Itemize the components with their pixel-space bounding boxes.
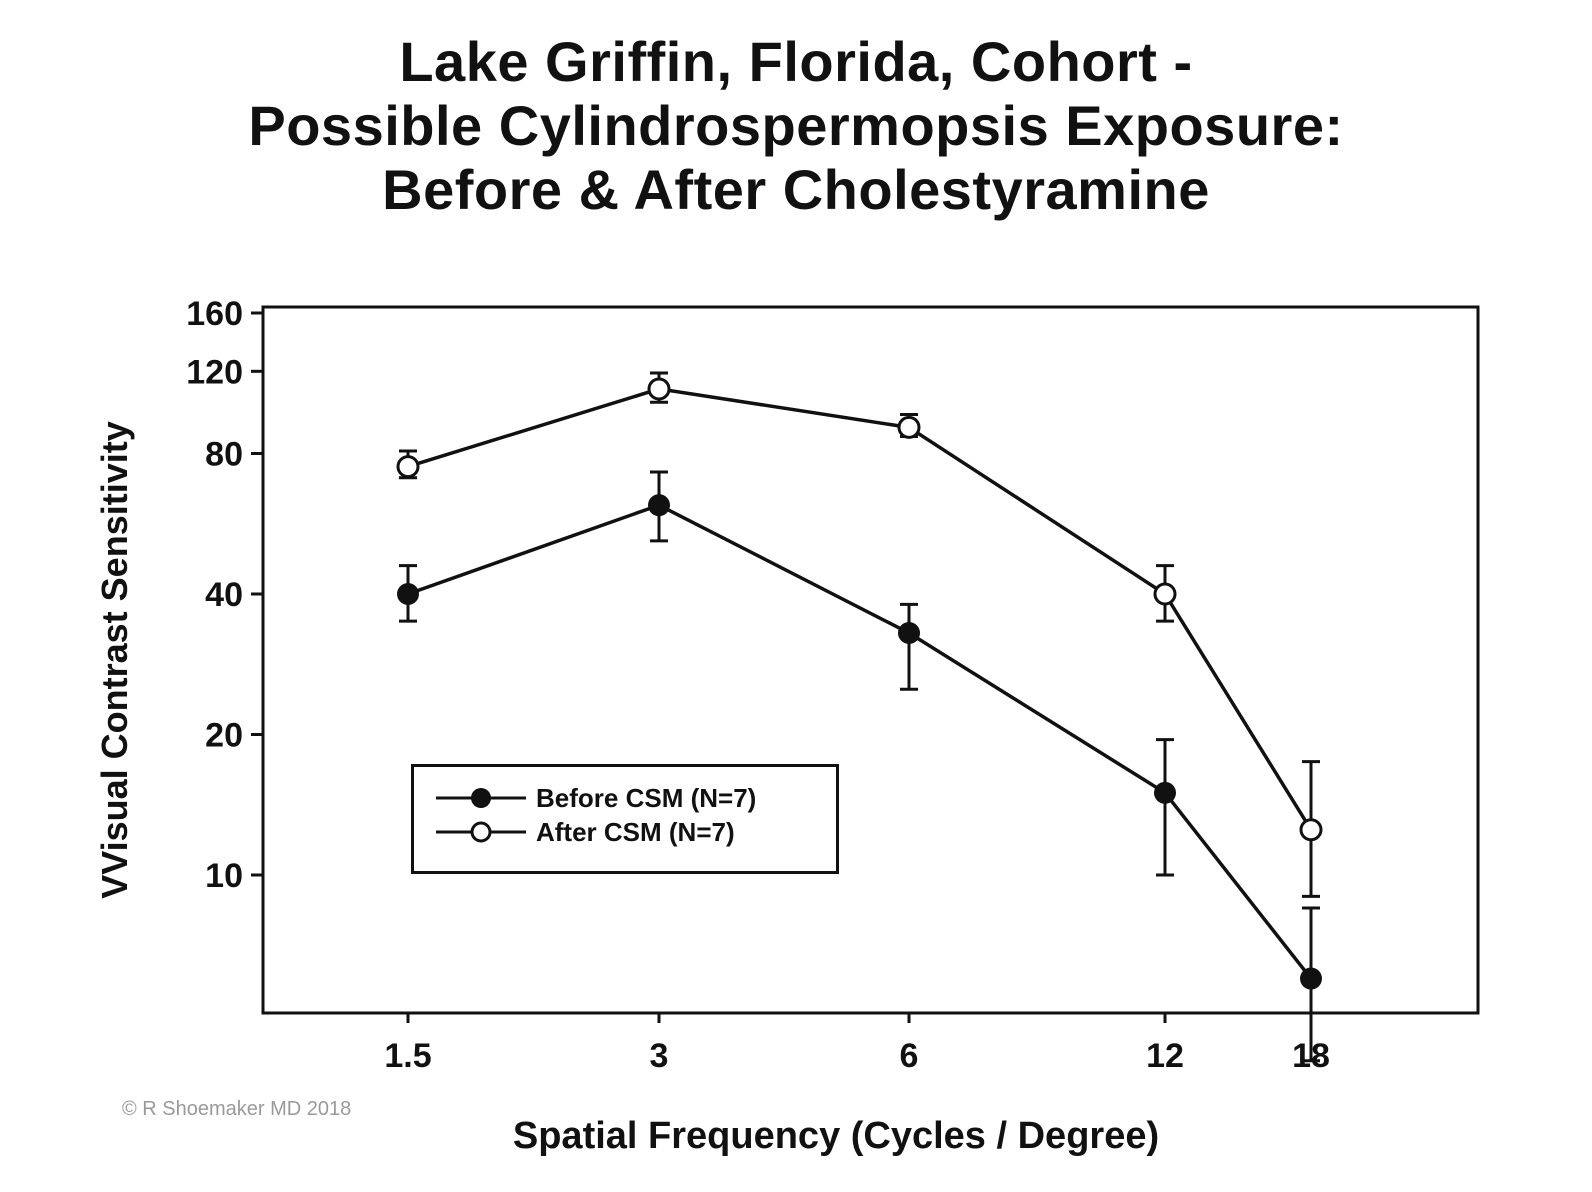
x-tick-label: 1.5 [384, 1037, 431, 1075]
copyright-notice: © R Shoemaker MD 2018 [122, 1098, 352, 1120]
data-point-after [396, 455, 420, 479]
data-point-after [897, 415, 921, 439]
legend-item-before: Before CSM (N=7) [434, 783, 756, 813]
data-point-before [397, 583, 419, 605]
legend-label-after: After CSM (N=7) [536, 816, 735, 847]
legend-item-after: After CSM (N=7) [434, 817, 735, 847]
title-line-1: Lake Griffin, Florida, Cohort - [399, 30, 1193, 93]
data-point-before [898, 621, 920, 644]
y-tick-label: 120 [186, 353, 243, 391]
data-point-after [647, 377, 671, 401]
series-line-before [407, 503, 1313, 980]
legend-label-before: Before CSM (N=7) [536, 782, 757, 813]
data-point-after [1153, 582, 1177, 606]
data-point-before [1300, 967, 1322, 990]
x-tick-label: 12 [1146, 1037, 1184, 1075]
y-tick-label: 80 [205, 436, 243, 474]
title-line-2: Possible Cylindrospermopsis Exposure: [248, 94, 1344, 157]
x-axis-label: Spatial Frequency (Cycles / Degree) [512, 1115, 1160, 1157]
x-tick-label: 6 [900, 1037, 919, 1075]
chart-title: Lake Griffin, Florida, Cohort - Possible… [0, 30, 1592, 222]
y-tick-label: 20 [205, 717, 243, 755]
y-tick-label: 160 [186, 295, 243, 333]
data-point-after [1299, 818, 1323, 842]
open-circle-marker-icon [436, 821, 526, 843]
y-axis-label-text: VVisual Contrast Sensitivity [94, 421, 135, 899]
data-point-before [648, 494, 670, 517]
y-tick-label: 40 [205, 576, 243, 614]
y-tick-label: 10 [205, 857, 243, 895]
data-point-before [1154, 781, 1176, 804]
title-line-3: Before & After Cholestyramine [382, 158, 1210, 221]
legend: Before CSM (N=7) After CSM (N=7) [411, 764, 839, 874]
plot-frame [261, 305, 1480, 1015]
filled-circle-marker-icon [436, 788, 526, 808]
x-tick-label: 3 [650, 1037, 669, 1075]
